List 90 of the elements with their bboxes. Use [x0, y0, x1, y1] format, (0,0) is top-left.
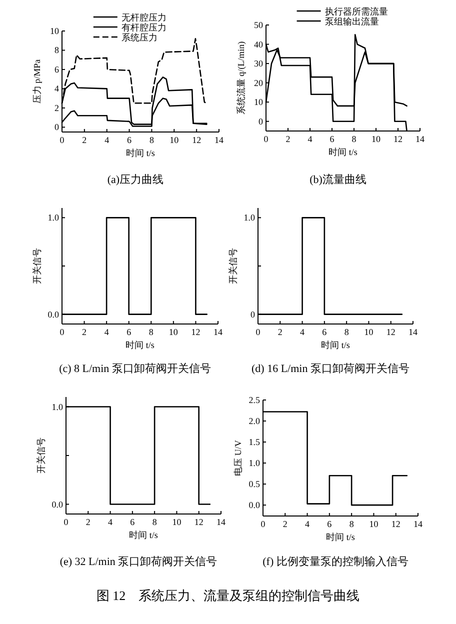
y-axis-title: 电压 U/V: [233, 440, 243, 476]
x-tick-label: 12: [386, 327, 396, 337]
x-axis-title: 时间 t/s: [126, 340, 155, 350]
x-tick-label: 2: [82, 327, 87, 337]
x-tick-label: 8: [152, 517, 158, 527]
x-axis-title: 时间 t/s: [126, 148, 156, 158]
y-tick-label: 20: [254, 78, 264, 88]
x-tick-label: 4: [308, 134, 313, 144]
y-tick-label: 0: [250, 309, 256, 320]
y-tick-label: 0: [54, 122, 60, 132]
x-tick-label: 10: [364, 327, 374, 337]
x-tick-label: 12: [394, 134, 402, 144]
y-tick-label: 0.0: [248, 500, 260, 510]
x-tick-label: 8: [148, 327, 154, 337]
y-tick-label: 0.5: [248, 479, 260, 490]
legend-label: 无杆腔压力: [121, 12, 166, 22]
y-tick-label: 4: [54, 84, 60, 94]
x-tick-label: 14: [414, 519, 423, 529]
x-tick-label: 10: [168, 327, 178, 337]
x-tick-label: 14: [214, 135, 224, 145]
x-tick-label: 6: [126, 327, 132, 337]
x-tick-label: 10: [369, 519, 379, 529]
y-tick-label: 1.0: [244, 212, 256, 223]
legend-label: 泵组输出流量: [324, 16, 379, 26]
x-tick-label: 4: [305, 519, 310, 529]
x-tick-label: 6: [127, 135, 132, 145]
x-tick-label: 4: [300, 327, 306, 337]
y-tick-label: 6: [54, 64, 60, 74]
x-tick-label: 6: [130, 517, 136, 527]
y-tick-label: 1.0: [48, 212, 60, 223]
x-tick-label: 8: [149, 135, 154, 145]
text: (a)压力曲线: [107, 173, 164, 186]
y-tick-label: 50: [254, 20, 264, 30]
text: (e) 32 L/min 泵口卸荷阀开关信号: [60, 555, 218, 568]
y-tick-label: 10: [50, 26, 60, 36]
x-tick-label: 14: [216, 517, 226, 527]
x-tick-label: 14: [214, 327, 223, 337]
x-axis-title: 时间 t/s: [326, 532, 356, 542]
y-tick-label: 10: [254, 97, 264, 108]
x-tick-label: 14: [408, 327, 418, 337]
y-tick-label: 2.0: [248, 416, 260, 426]
x-tick-label: 10: [170, 135, 180, 145]
x-tick-label: 6: [330, 134, 335, 144]
y-tick-label: 2.5: [248, 395, 260, 405]
x-tick-label: 12: [194, 517, 204, 527]
text: (b)流量曲线: [310, 173, 366, 186]
y-axis-title: 开关信号: [228, 248, 238, 284]
y-tick-label: 2: [54, 102, 59, 113]
x-tick-label: 10: [372, 134, 381, 144]
x-tick-label: 6: [322, 327, 328, 337]
x-tick-label: 2: [286, 134, 290, 144]
x-tick-label: 12: [191, 327, 200, 337]
text: (f) 比例变量泵的控制输入信号: [262, 555, 408, 568]
x-tick-label: 4: [104, 135, 110, 145]
x-tick-label: 8: [352, 134, 357, 144]
y-tick-label: 0: [258, 116, 264, 126]
legend-label: 有杆腔压力: [121, 22, 166, 32]
x-tick-label: 2: [282, 519, 288, 529]
x-tick-label: 8: [349, 519, 354, 529]
y-axis-title: 开关信号: [32, 248, 42, 284]
x-tick-label: 12: [391, 519, 400, 529]
legend-label: 系统压力: [121, 32, 158, 42]
x-axis-title: 时间 t/s: [129, 530, 158, 540]
y-axis-title: 系统流量 q/(L/min): [236, 41, 246, 115]
y-tick-label: 30: [254, 58, 264, 69]
y-tick-label: 1.0: [248, 458, 260, 468]
y-tick-label: 1.5: [248, 437, 260, 448]
legend-label: 执行器所需流量: [324, 6, 388, 16]
x-tick-label: 6: [327, 519, 332, 529]
y-tick-label: 1.0: [52, 402, 64, 412]
x-tick-label: 12: [192, 135, 202, 145]
y-tick-label: 40: [254, 39, 264, 50]
y-axis-title: 开关信号: [36, 438, 46, 474]
text: (d) 16 L/min 泵口卸荷阀开关信号: [252, 362, 410, 375]
y-tick-label: 0.0: [48, 309, 60, 320]
x-tick-label: 4: [104, 327, 110, 337]
x-tick-label: 10: [172, 517, 182, 527]
x-tick-label: 14: [416, 134, 425, 144]
y-tick-label: 8: [54, 45, 60, 56]
caption: 图 12 系统压力、流量及泵组的控制信号曲线: [96, 588, 360, 603]
y-axis-title: 压力 p/MPa: [32, 59, 42, 104]
x-axis-title: 时间 t/s: [328, 147, 358, 157]
x-axis-title: 时间 t/s: [321, 340, 350, 350]
text: (c) 8 L/min 泵口卸荷阀开关信号: [59, 362, 211, 375]
y-tick-label: 0.0: [52, 499, 64, 510]
x-tick-label: 2: [82, 135, 87, 145]
x-tick-label: 2: [278, 327, 282, 337]
x-tick-label: 2: [86, 517, 90, 527]
x-tick-label: 4: [108, 517, 114, 527]
x-tick-label: 8: [344, 327, 350, 337]
